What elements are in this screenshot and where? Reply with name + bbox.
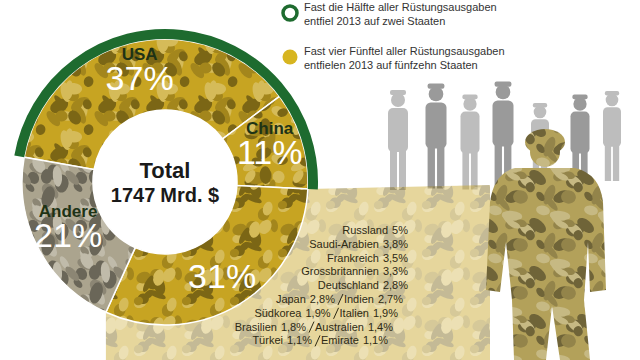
legend-marker [283,50,298,65]
breakdown-value: 2,8% [383,279,408,291]
breakdown-value: 1,9% [373,307,398,319]
figure-leg [390,150,397,190]
decor-figure [603,91,621,181]
breakdown-item: Grossbritannien 3,3% [301,265,408,277]
breakdown-value: 1,9% [305,307,330,319]
slices [22,39,308,325]
figure-body [603,107,621,147]
breakdown-name: Emirate [321,334,359,346]
decor-soldier [486,129,606,360]
decor-figure [461,95,480,190]
breakdown-value: 1,1% [287,334,312,346]
figure-head [391,93,405,107]
figure-leg [462,152,469,190]
breakdown-value: 1,1% [363,334,388,346]
figure-cap [495,82,512,87]
figure-leg [471,152,478,190]
breakdown-fan [106,185,490,360]
figure-body [571,112,590,154]
breakdown-name: Brasilien [235,321,277,333]
legend-marker [283,6,297,20]
breakdown-value: 3,5% [383,252,408,264]
breakdown-item: Südkorea1,9% [254,307,330,319]
breakdown-name: Frankreich [327,252,379,264]
figure-body [493,100,514,146]
figure-leg [428,147,435,189]
breakdown-value: 2,8% [310,293,335,305]
figure-leg [605,145,611,181]
figure-body [388,108,408,152]
slice-value-label: 11% [237,133,303,171]
breakdown-item: Japan 2,8% [276,293,335,305]
breakdown-separator [334,308,339,319]
slice-value-label: 31% [188,257,256,295]
breakdown-name: Indien [344,293,374,305]
figure-head [429,87,444,102]
breakdown-item: Frankreich 3,5% [327,252,408,264]
breakdown-name: Türkei [252,334,283,346]
figure-cap [533,103,547,108]
figure-cap [462,95,477,100]
breakdown-value: 3,8% [383,238,408,250]
figure-body [461,112,480,154]
figure-leg [613,145,619,181]
legend-text: entfielen 2013 auf fünfzehn Staaten [304,59,478,71]
soldier-body [486,168,606,360]
breakdown-name: Südkorea [254,307,302,319]
breakdown-value: 1,8% [281,321,306,333]
background [0,0,640,360]
breakdown-name: Japan [276,293,306,305]
breakdown-item: Deutschland 2,8% [318,279,408,291]
decor-figure [388,90,408,190]
figure-leg [399,150,406,190]
figure-head [573,97,586,110]
breakdown-item: Türkei 1,1% [252,334,312,346]
figure-cap [390,90,406,95]
breakdown-item: Brasilien 1,8% [235,321,306,333]
breakdown-value: 1,4% [368,321,393,333]
breakdown-separator [309,322,314,333]
breakdown-value: 5% [392,224,408,236]
breakdown-item: Russland 5% [342,224,408,236]
figure-body [426,102,447,148]
total-number: 1747 [111,184,156,206]
breakdown-separator [315,335,320,346]
slice [22,157,135,312]
breakdown-separator [338,294,343,305]
legend-text: entfiel 2013 auf zwei Staaten [304,15,445,27]
breakdown-name: Italien [340,307,369,319]
total-unit: Mrd. $ [160,184,219,206]
highlight-ring [19,34,313,189]
breakdown-item: Australien 1,4% [315,321,393,333]
figure-head [606,94,619,107]
breakdown-name: Saudi-Arabien [309,238,379,250]
figure-cap [572,95,587,100]
soldier-helmet [525,129,565,155]
figure-head [463,97,476,110]
breakdown-name: Australien [315,321,364,333]
slice-value-label: 21% [34,216,102,254]
breakdown-name: Deutschland [318,279,379,291]
breakdown-item: Saudi-Arabien 3,8% [309,238,408,250]
breakdown-value: 2,7% [378,293,403,305]
legend-text: Fast vier Fünftel aller Rüstungsausgaben [304,45,505,57]
slice [106,186,308,325]
figure-cap [605,91,619,96]
figure-head [534,106,547,119]
breakdown-value: 3,3% [383,265,408,277]
slice-value-label: 37% [106,59,174,97]
decor-figure [426,84,447,189]
total-value: 1747Mrd. $ [111,184,219,206]
breakdown-item: Emirate 1,1% [321,334,388,346]
figure-leg [437,147,444,189]
breakdown-name: Russland [342,224,388,236]
breakdown-name: Grossbritannien [301,265,379,277]
breakdown-item: Italien 1,9% [340,307,399,319]
legend-text: Fast die Hälfte aller Rüstungsausgaben [304,1,497,13]
figure-cap [428,84,445,89]
breakdown-item: Indien 2,7% [344,293,403,305]
figure-head [496,85,511,100]
total-label: Total [140,158,191,183]
chart: USA37%China11%31%Andere21%Total1747Mrd. … [0,0,640,360]
